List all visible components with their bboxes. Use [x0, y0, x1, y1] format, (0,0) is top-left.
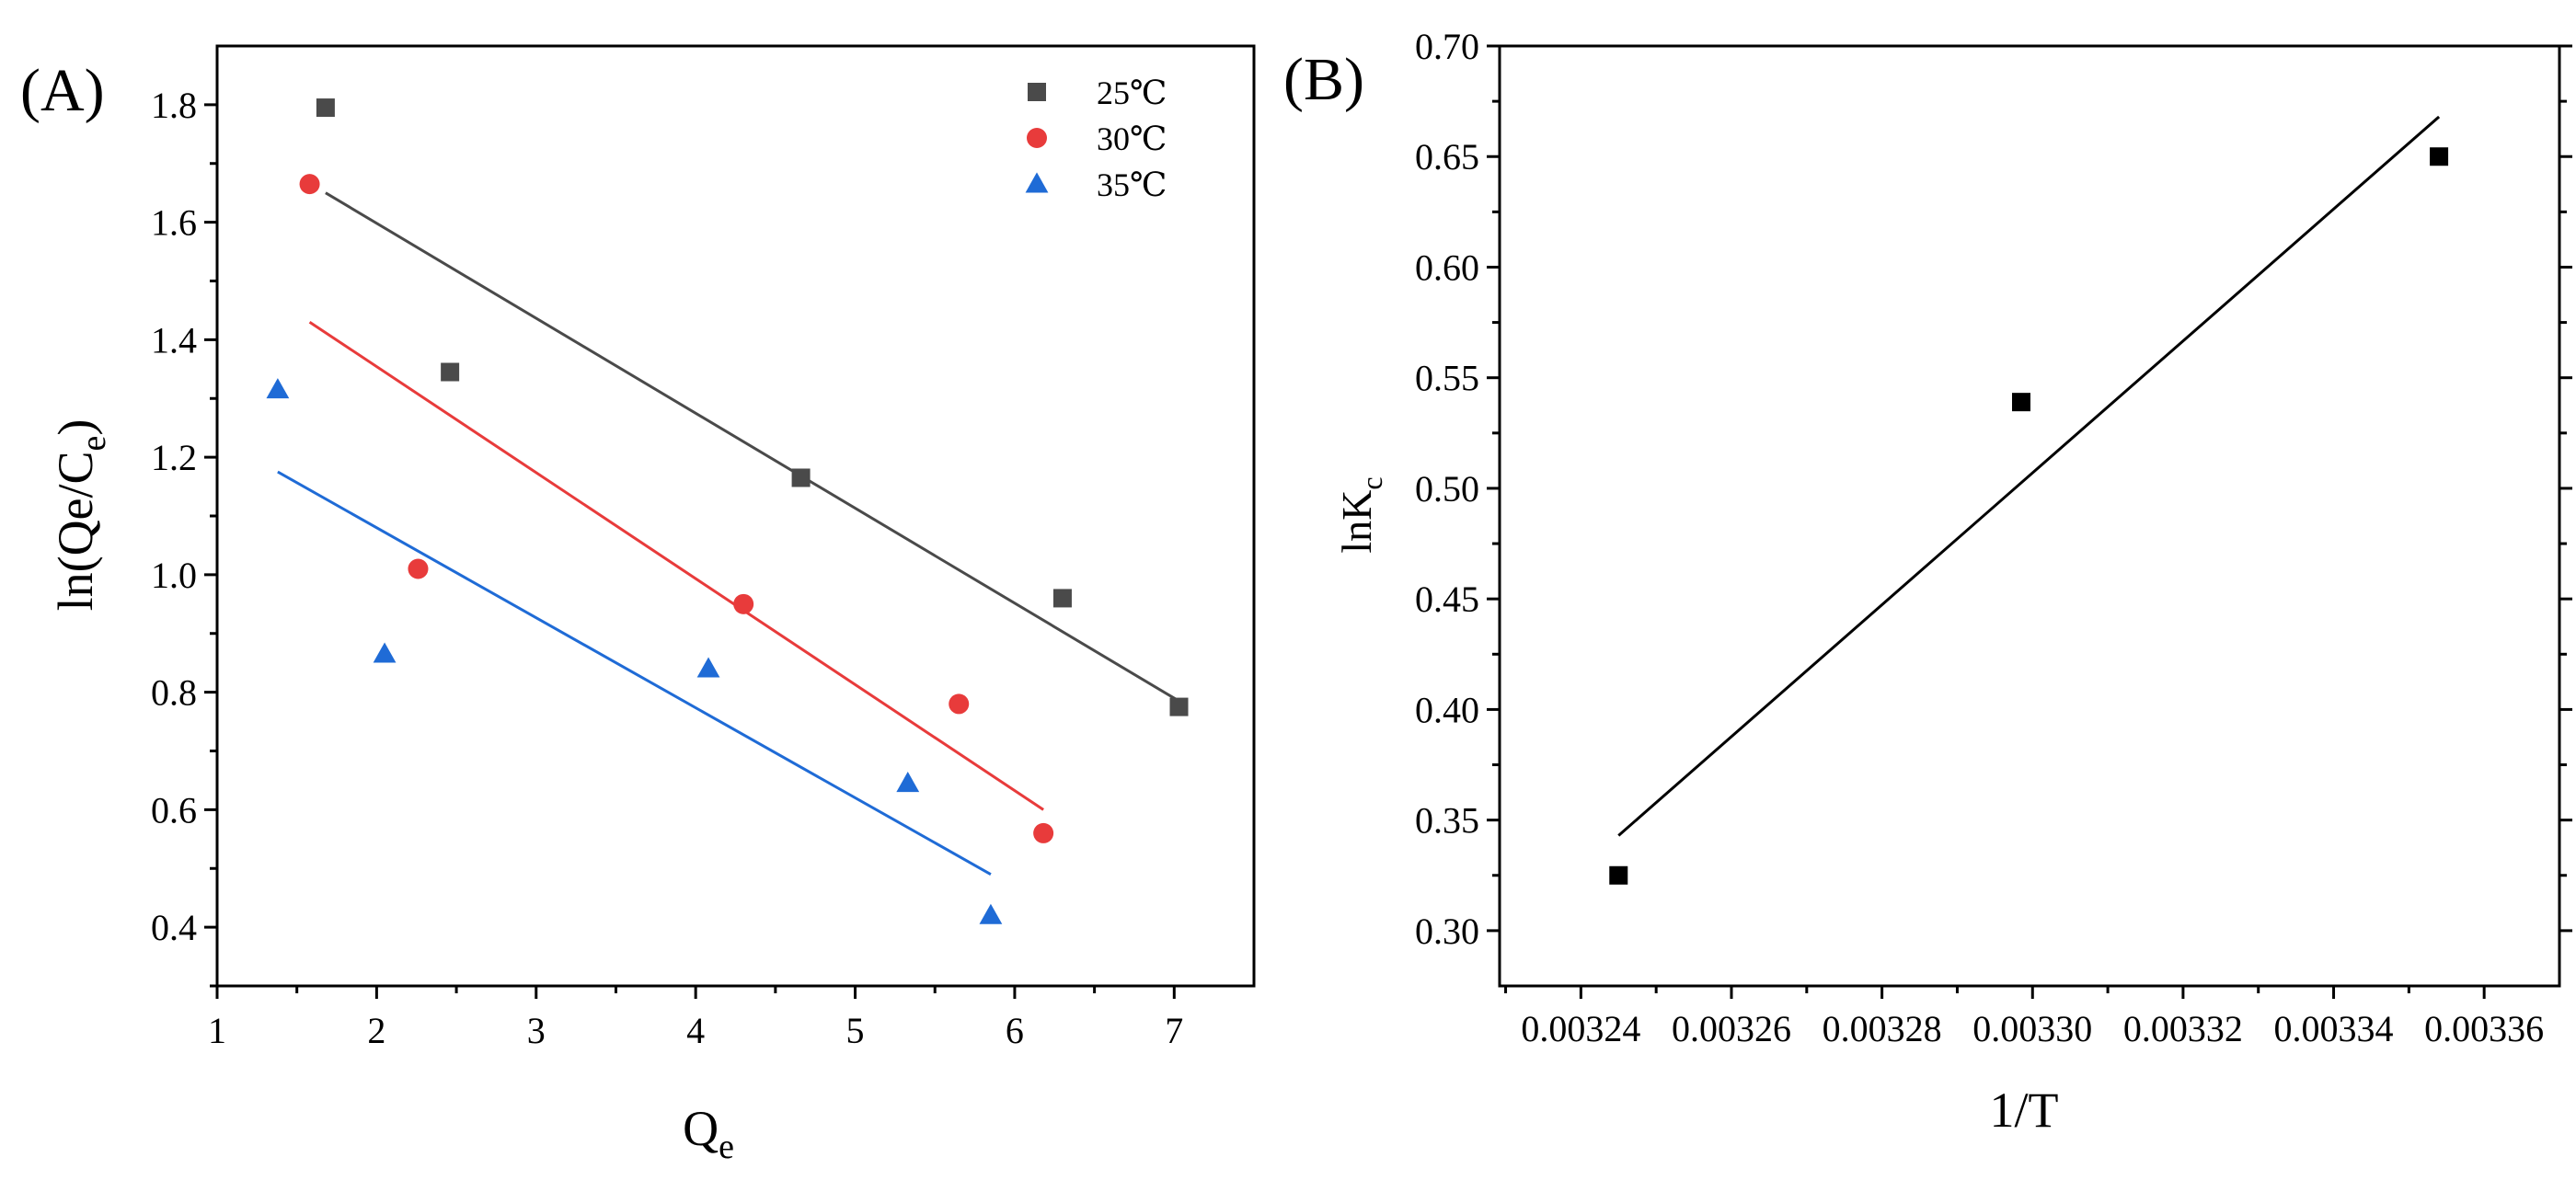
panel-b-y-axis-title: lnKc [1333, 476, 1388, 553]
fit-line-3 [277, 470, 992, 876]
fit-line-2 [308, 320, 1044, 811]
panel-a-y-axis-title: ln(Qe/Ce) [48, 419, 113, 612]
y-tick-label: 0.50 [1415, 468, 1479, 510]
data-point-series-1 [316, 98, 335, 118]
panel-a-points [266, 98, 1189, 924]
x-tick-label: 0.00326 [1672, 1008, 1791, 1049]
panel-a-ticks: 1 2 3 4 5 6 7 0.4 0.6 0.8 1.0 1.2 1.4 1.6 1.8 [151, 85, 1183, 1051]
x-tick-label: 4 [686, 1010, 705, 1051]
data-point-series-2 [1033, 822, 1054, 843]
y-tick-label: 0.40 [1415, 689, 1479, 730]
y-tick-label: 0.65 [1415, 136, 1479, 178]
panel-a-legend: 25℃ 30℃ 35℃ [1025, 74, 1167, 203]
legend-label-series-2: 30℃ [1097, 120, 1167, 157]
data-point-series-1 [1052, 589, 1072, 608]
y-tick-label: 1.0 [151, 555, 197, 596]
x-tick-label: 0.00328 [1823, 1008, 1942, 1049]
x-tick-label: 1 [208, 1010, 226, 1051]
data-point-series-2 [408, 558, 429, 579]
y-tick-label: 1.4 [151, 319, 197, 361]
legend-label-series-1: 25℃ [1097, 74, 1167, 111]
panel-b-ticks: 0.00324 0.00326 0.00328 0.00330 0.00332 0.003… [1415, 26, 2572, 1049]
x-tick-label: 7 [1165, 1010, 1183, 1051]
y-tick-label: 1.6 [151, 202, 197, 244]
y-tick-label: 0.70 [1415, 26, 1479, 67]
x-tick-label: 0.00330 [1972, 1008, 2092, 1049]
data-point-series-3 [979, 903, 1003, 924]
y-tick-label: 1.8 [151, 85, 197, 126]
data-point-series-1 [2012, 393, 2030, 412]
legend-marker-series-3 [1025, 172, 1049, 193]
data-point-series-1 [1169, 697, 1189, 716]
panel-b-chart: (B) 0.00324 0.00326 0.00328 0.00330 0.00332 0… [1283, 26, 2572, 1138]
y-tick-label: 0.60 [1415, 246, 1479, 288]
data-point-series-2 [733, 593, 754, 614]
data-point-series-3 [373, 642, 397, 663]
x-tick-label: 0.00336 [2424, 1008, 2544, 1049]
y-tick-label: 0.4 [151, 907, 197, 948]
data-point-series-2 [949, 693, 970, 715]
y-tick-label: 0.55 [1415, 358, 1479, 399]
x-tick-label: 3 [527, 1010, 546, 1051]
panel-b-x-axis-title: 1/T [1990, 1083, 2059, 1138]
panel-b-label: (B) [1283, 46, 1364, 113]
x-tick-label: 0.00332 [2123, 1008, 2243, 1049]
panel-a-chart: (A) 1 2 3 4 5 6 7 0.4 0.6 0.8 1.0 1.2 1.4 1.6 1.8 25℃ 3… [20, 44, 1256, 1166]
data-point-series-2 [299, 174, 320, 195]
x-tick-label: 2 [367, 1010, 385, 1051]
data-point-series-1 [1609, 865, 1628, 885]
data-point-series-3 [896, 772, 920, 793]
data-point-series-1 [791, 468, 811, 487]
x-tick-label: 5 [846, 1010, 865, 1051]
panel-a-label: (A) [20, 57, 105, 124]
y-tick-label: 0.45 [1415, 579, 1479, 620]
legend-label-series-3: 35℃ [1097, 166, 1167, 203]
data-point-series-3 [266, 378, 290, 399]
x-tick-label: 0.00334 [2274, 1008, 2394, 1049]
panel-a-x-axis-title: Qe [683, 1101, 734, 1166]
y-tick-label: 0.35 [1415, 800, 1479, 842]
legend-marker-series-2 [1027, 128, 1047, 148]
y-tick-label: 0.6 [151, 789, 197, 831]
panel-b-points [1609, 147, 2449, 885]
data-point-series-3 [696, 657, 720, 678]
x-tick-label: 0.00324 [1521, 1008, 1640, 1049]
y-tick-label: 0.8 [151, 672, 197, 714]
panel-a-fit-lines [277, 191, 1180, 876]
panel-b-plot-frame [1498, 44, 2561, 988]
panel-b-fit-lines [1617, 115, 2441, 837]
fit-line-1 [325, 191, 1180, 703]
fit-line-1 [1617, 115, 2441, 837]
y-tick-label: 1.2 [151, 437, 197, 478]
data-point-series-1 [2430, 147, 2449, 166]
y-tick-label: 0.30 [1415, 911, 1479, 952]
x-tick-label: 6 [1006, 1010, 1024, 1051]
legend-marker-series-1 [1028, 83, 1046, 101]
data-point-series-1 [441, 362, 460, 382]
